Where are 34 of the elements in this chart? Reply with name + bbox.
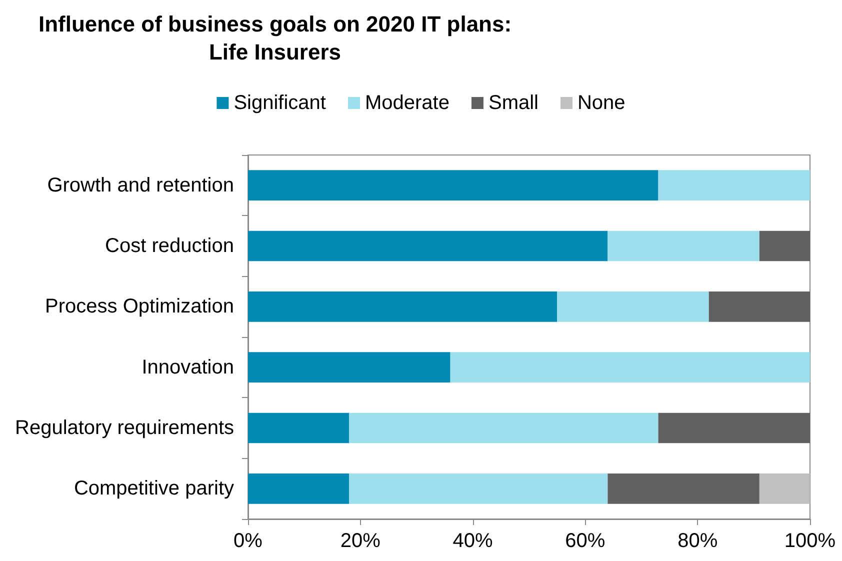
bar: [248, 292, 558, 322]
y-tick-label: Innovation: [142, 356, 234, 378]
bar: [557, 292, 709, 322]
y-tick-label: Process Optimization: [45, 296, 234, 318]
bar: [608, 474, 760, 504]
bar: [248, 412, 350, 444]
bar: [708, 292, 810, 322]
bar: [608, 230, 760, 262]
bar: [248, 170, 658, 200]
legend-label: None: [577, 92, 626, 114]
y-tick-label: Cost reduction: [105, 235, 234, 257]
bar: [248, 352, 450, 382]
x-tick-label: 40%: [452, 530, 494, 552]
y-tick-label: Growth and retention: [47, 174, 234, 196]
legend-label: Significant: [234, 92, 326, 114]
bar: [248, 230, 608, 262]
bar: [759, 474, 810, 504]
chart-title: Influence of business goals on 2020 IT plans: Life Insurers: [38, 12, 512, 64]
legend-label: Moderate: [364, 92, 450, 114]
y-tick-label: Competitive parity: [74, 478, 234, 500]
x-tick-label: 80%: [678, 530, 718, 552]
bar: [450, 352, 810, 382]
bar: [349, 474, 608, 504]
x-tick-label: 60%: [565, 530, 606, 552]
x-tick-label: 100%: [784, 530, 836, 552]
legend-label: Small: [488, 92, 538, 114]
x-tick-label: 20%: [340, 530, 381, 552]
y-tick-label: Regulatory requirements: [15, 417, 234, 439]
bar: [349, 412, 658, 444]
bar: [658, 170, 810, 200]
bar: [248, 474, 350, 504]
bar: [759, 230, 810, 262]
bar: [658, 412, 810, 444]
x-tick-label: 0%: [234, 530, 263, 552]
